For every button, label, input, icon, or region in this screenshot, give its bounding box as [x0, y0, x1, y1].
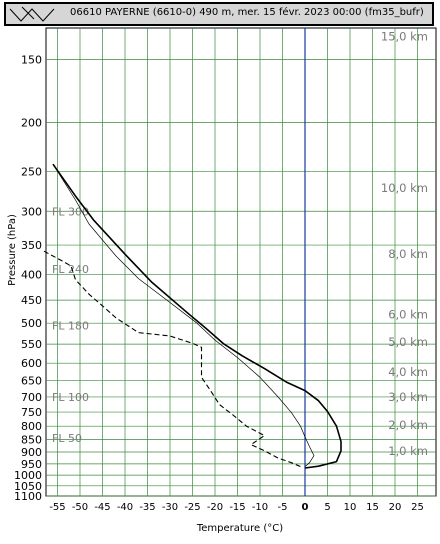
- flight-level-label: FL 100: [52, 391, 89, 404]
- y-tick-label: 1050: [14, 480, 42, 493]
- x-tick-label: -50: [72, 502, 88, 513]
- diagram-title-bar: 06610 PAYERNE (6610-0) 490 m, mer. 15 fé…: [4, 2, 434, 26]
- y-tick-label: 150: [21, 53, 42, 66]
- y-tick-label: 450: [21, 294, 42, 307]
- x-tick-label: 20: [389, 502, 402, 513]
- altitude-label: 8,0 km: [388, 247, 428, 261]
- profile-line-1: [52, 163, 342, 469]
- x-tick-label: -10: [252, 502, 268, 513]
- diagram-title: 06610 PAYERNE (6610-0) 490 m, mer. 15 fé…: [70, 7, 424, 18]
- y-tick-label: 950: [21, 458, 42, 471]
- altitude-label: 2,0 km: [388, 418, 428, 432]
- x-tick-label: 10: [344, 502, 357, 513]
- y-tick-label: 800: [21, 420, 42, 433]
- x-tick-label: 25: [411, 502, 424, 513]
- x-tick-label: -15: [229, 502, 245, 513]
- x-tick-label: -30: [162, 502, 178, 513]
- collapse-chevron-icon[interactable]: [8, 4, 64, 24]
- flight-level-label: FL 50: [52, 432, 82, 445]
- x-tick-label: 15: [366, 502, 379, 513]
- plot-area: [45, 27, 437, 497]
- y-tick-label: 650: [21, 375, 42, 388]
- x-tick-label: -35: [139, 502, 155, 513]
- y-tick-label: 350: [21, 239, 42, 252]
- flight-level-label: FL 180: [52, 319, 89, 332]
- x-tick-label: -5: [278, 502, 288, 513]
- altitude-label: 6,0 km: [388, 307, 428, 321]
- flight-level-label: FL 240: [52, 263, 89, 276]
- profile-line-3: [43, 250, 301, 468]
- y-tick-label: 550: [21, 338, 42, 351]
- y-tick-label: 1100: [14, 490, 42, 503]
- x-tick-label: -45: [94, 502, 110, 513]
- y-tick-label: 750: [21, 406, 42, 419]
- altitude-label: 3,0 km: [388, 390, 428, 404]
- altitude-label: 15,0 km: [381, 29, 428, 43]
- y-tick-label: 400: [21, 268, 42, 281]
- y-tick-label: 850: [21, 433, 42, 446]
- y-tick-label: 200: [21, 116, 42, 129]
- altitude-label: 5,0 km: [388, 335, 428, 349]
- altitude-label: 4,0 km: [388, 365, 428, 379]
- y-tick-label: 300: [21, 205, 42, 218]
- y-axis-title: Pressure (hPa): [7, 214, 18, 286]
- x-tick-label: -25: [184, 502, 200, 513]
- x-axis-title: Temperature (°C): [196, 523, 283, 534]
- x-tick-label: -40: [117, 502, 133, 513]
- x-tick-label: 5: [324, 502, 330, 513]
- flight-level-label: FL 300: [52, 205, 89, 218]
- y-tick-label: 500: [21, 317, 42, 330]
- profile-line-2: [52, 164, 315, 467]
- altitude-label: 1,0 km: [388, 444, 428, 458]
- y-tick-label: 600: [21, 357, 42, 370]
- y-tick-label: 700: [21, 391, 42, 404]
- y-tick-label: 1000: [14, 469, 42, 482]
- y-tick-label: 250: [21, 165, 42, 178]
- y-tick-label: 900: [21, 446, 42, 459]
- x-tick-label: 0: [302, 502, 309, 513]
- altitude-label: 10,0 km: [381, 181, 428, 195]
- x-tick-label: -55: [49, 502, 65, 513]
- x-tick-label: -20: [207, 502, 223, 513]
